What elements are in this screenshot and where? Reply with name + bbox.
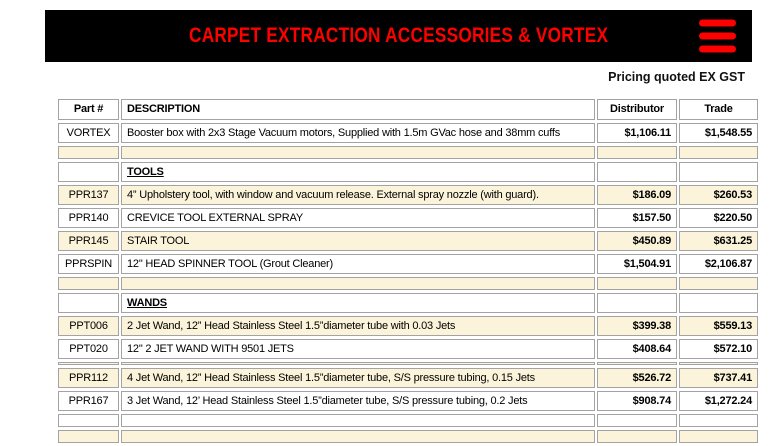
column-header-distributor: Distributor [597,99,677,120]
empty-cell [597,293,677,313]
empty-cell [58,146,119,159]
table-row-spacer [58,362,758,365]
empty-cell [121,362,595,365]
empty-cell [597,362,677,365]
empty-cell [679,162,758,182]
description-cell: TOOLS [121,162,595,182]
description-cell: WANDS [121,293,595,313]
table-row: PPRSPIN 12" HEAD SPINNER TOOL (Grout Clea… [58,254,758,274]
trade-price-cell: $1,272.24 [679,391,758,411]
table-row-section: TOOLS [58,162,758,182]
empty-cell [58,414,119,427]
distributor-price-cell: $908.74 [597,391,677,411]
part-cell: PPR145 [58,231,119,251]
distributor-price-cell: $157.50 [597,208,677,228]
trade-price-cell: $559.13 [679,316,758,336]
empty-cell [679,277,758,290]
table-row-blank [58,146,758,159]
table-row: PPR137 4” Upholstery tool, with window an… [58,185,758,205]
empty-cell [679,362,758,365]
distributor-price-cell: $450.89 [597,231,677,251]
empty-cell [121,146,595,159]
empty-cell [679,414,758,427]
table-header-row: Part # DESCRIPTION Distributor Trade [58,99,758,120]
trade-price-cell: $572.10 [679,339,758,359]
description-cell: 12" 2 JET WAND WITH 9501 JETS [121,339,595,359]
part-cell: PPT006 [58,316,119,336]
description-cell: 12" HEAD SPINNER TOOL (Grout Cleaner) [121,254,595,274]
table-row: PPR112 4 Jet Wand, 12” Head Stainless Ste… [58,368,758,388]
empty-cell [679,430,758,443]
table-row: PPT020 12" 2 JET WAND WITH 9501 JETS $408.… [58,339,758,359]
description-cell: 4 Jet Wand, 12” Head Stainless Steel 1.5… [121,368,595,388]
empty-cell [58,277,119,290]
part-cell: PPR140 [58,208,119,228]
part-cell: PPT020 [58,339,119,359]
price-table-body: VORTEX Booster box with 2x3 Stage Vacuum … [58,123,758,443]
part-cell: PPR137 [58,185,119,205]
table-row-blank [58,430,758,443]
empty-cell [121,277,595,290]
distributor-price-cell: $1,106.11 [597,123,677,143]
table-row: PPR167 3 Jet Wand, 12’ Head Stainless Ste… [58,391,758,411]
column-header-description: DESCRIPTION [121,99,595,120]
trade-price-cell: $1,548.55 [679,123,758,143]
trade-price-cell: $260.53 [679,185,758,205]
description-cell: 3 Jet Wand, 12’ Head Stainless Steel 1.5… [121,391,595,411]
empty-cell [597,146,677,159]
empty-cell [58,162,119,182]
table-row: PPR145 STAIR TOOL $450.89 $631.25 [58,231,758,251]
empty-cell [597,414,677,427]
trade-price-cell: $2,106.87 [679,254,758,274]
table-row: PPR140 CREVICE TOOL EXTERNAL SPRAY $157.50… [58,208,758,228]
table-row-blank [58,414,758,427]
description-cell: CREVICE TOOL EXTERNAL SPRAY [121,208,595,228]
column-header-trade: Trade [679,99,758,120]
part-cell: PPR167 [58,391,119,411]
empty-cell [679,146,758,159]
hamburger-icon[interactable] [699,19,736,53]
distributor-price-cell: $408.64 [597,339,677,359]
description-cell: 4” Upholstery tool, with window and vacu… [121,185,595,205]
table-row: VORTEX Booster box with 2x3 Stage Vacuum … [58,123,758,143]
empty-cell [121,414,595,427]
empty-cell [58,430,119,443]
title-banner: CARPET EXTRACTION ACCESSORIES & VORTEX [45,10,752,62]
empty-cell [58,293,119,313]
empty-cell [597,430,677,443]
empty-cell [679,293,758,313]
description-cell: 2 Jet Wand, 12” Head Stainless Steel 1.5… [121,316,595,336]
trade-price-cell: $631.25 [679,231,758,251]
distributor-price-cell: $1,504.91 [597,254,677,274]
part-cell: PPR112 [58,368,119,388]
price-sheet-page: { "banner": { "title": "CARPET EXTRACTIO… [45,10,758,443]
column-header-part: Part # [58,99,119,120]
empty-cell [597,277,677,290]
empty-cell [597,162,677,182]
table-row: PPT006 2 Jet Wand, 12” Head Stainless Ste… [58,316,758,336]
distributor-price-cell: $526.72 [597,368,677,388]
part-cell: VORTEX [58,123,119,143]
table-row-blank [58,277,758,290]
trade-price-cell: $220.50 [679,208,758,228]
price-table: Part # DESCRIPTION Distributor Trade VOR… [56,96,760,446]
empty-cell [121,430,595,443]
empty-cell [58,362,119,365]
hamburger-bar [699,32,736,40]
pricing-note: Pricing quoted EX GST [608,70,745,84]
distributor-price-cell: $186.09 [597,185,677,205]
description-cell: Booster box with 2x3 Stage Vacuum motors… [121,123,595,143]
description-cell: STAIR TOOL [121,231,595,251]
trade-price-cell: $737.41 [679,368,758,388]
hamburger-bar [699,19,736,27]
distributor-price-cell: $399.38 [597,316,677,336]
hamburger-bar [699,45,736,53]
part-cell: PPRSPIN [58,254,119,274]
table-row-section: WANDS [58,293,758,313]
page-title: CARPET EXTRACTION ACCESSORIES & VORTEX [188,24,609,47]
